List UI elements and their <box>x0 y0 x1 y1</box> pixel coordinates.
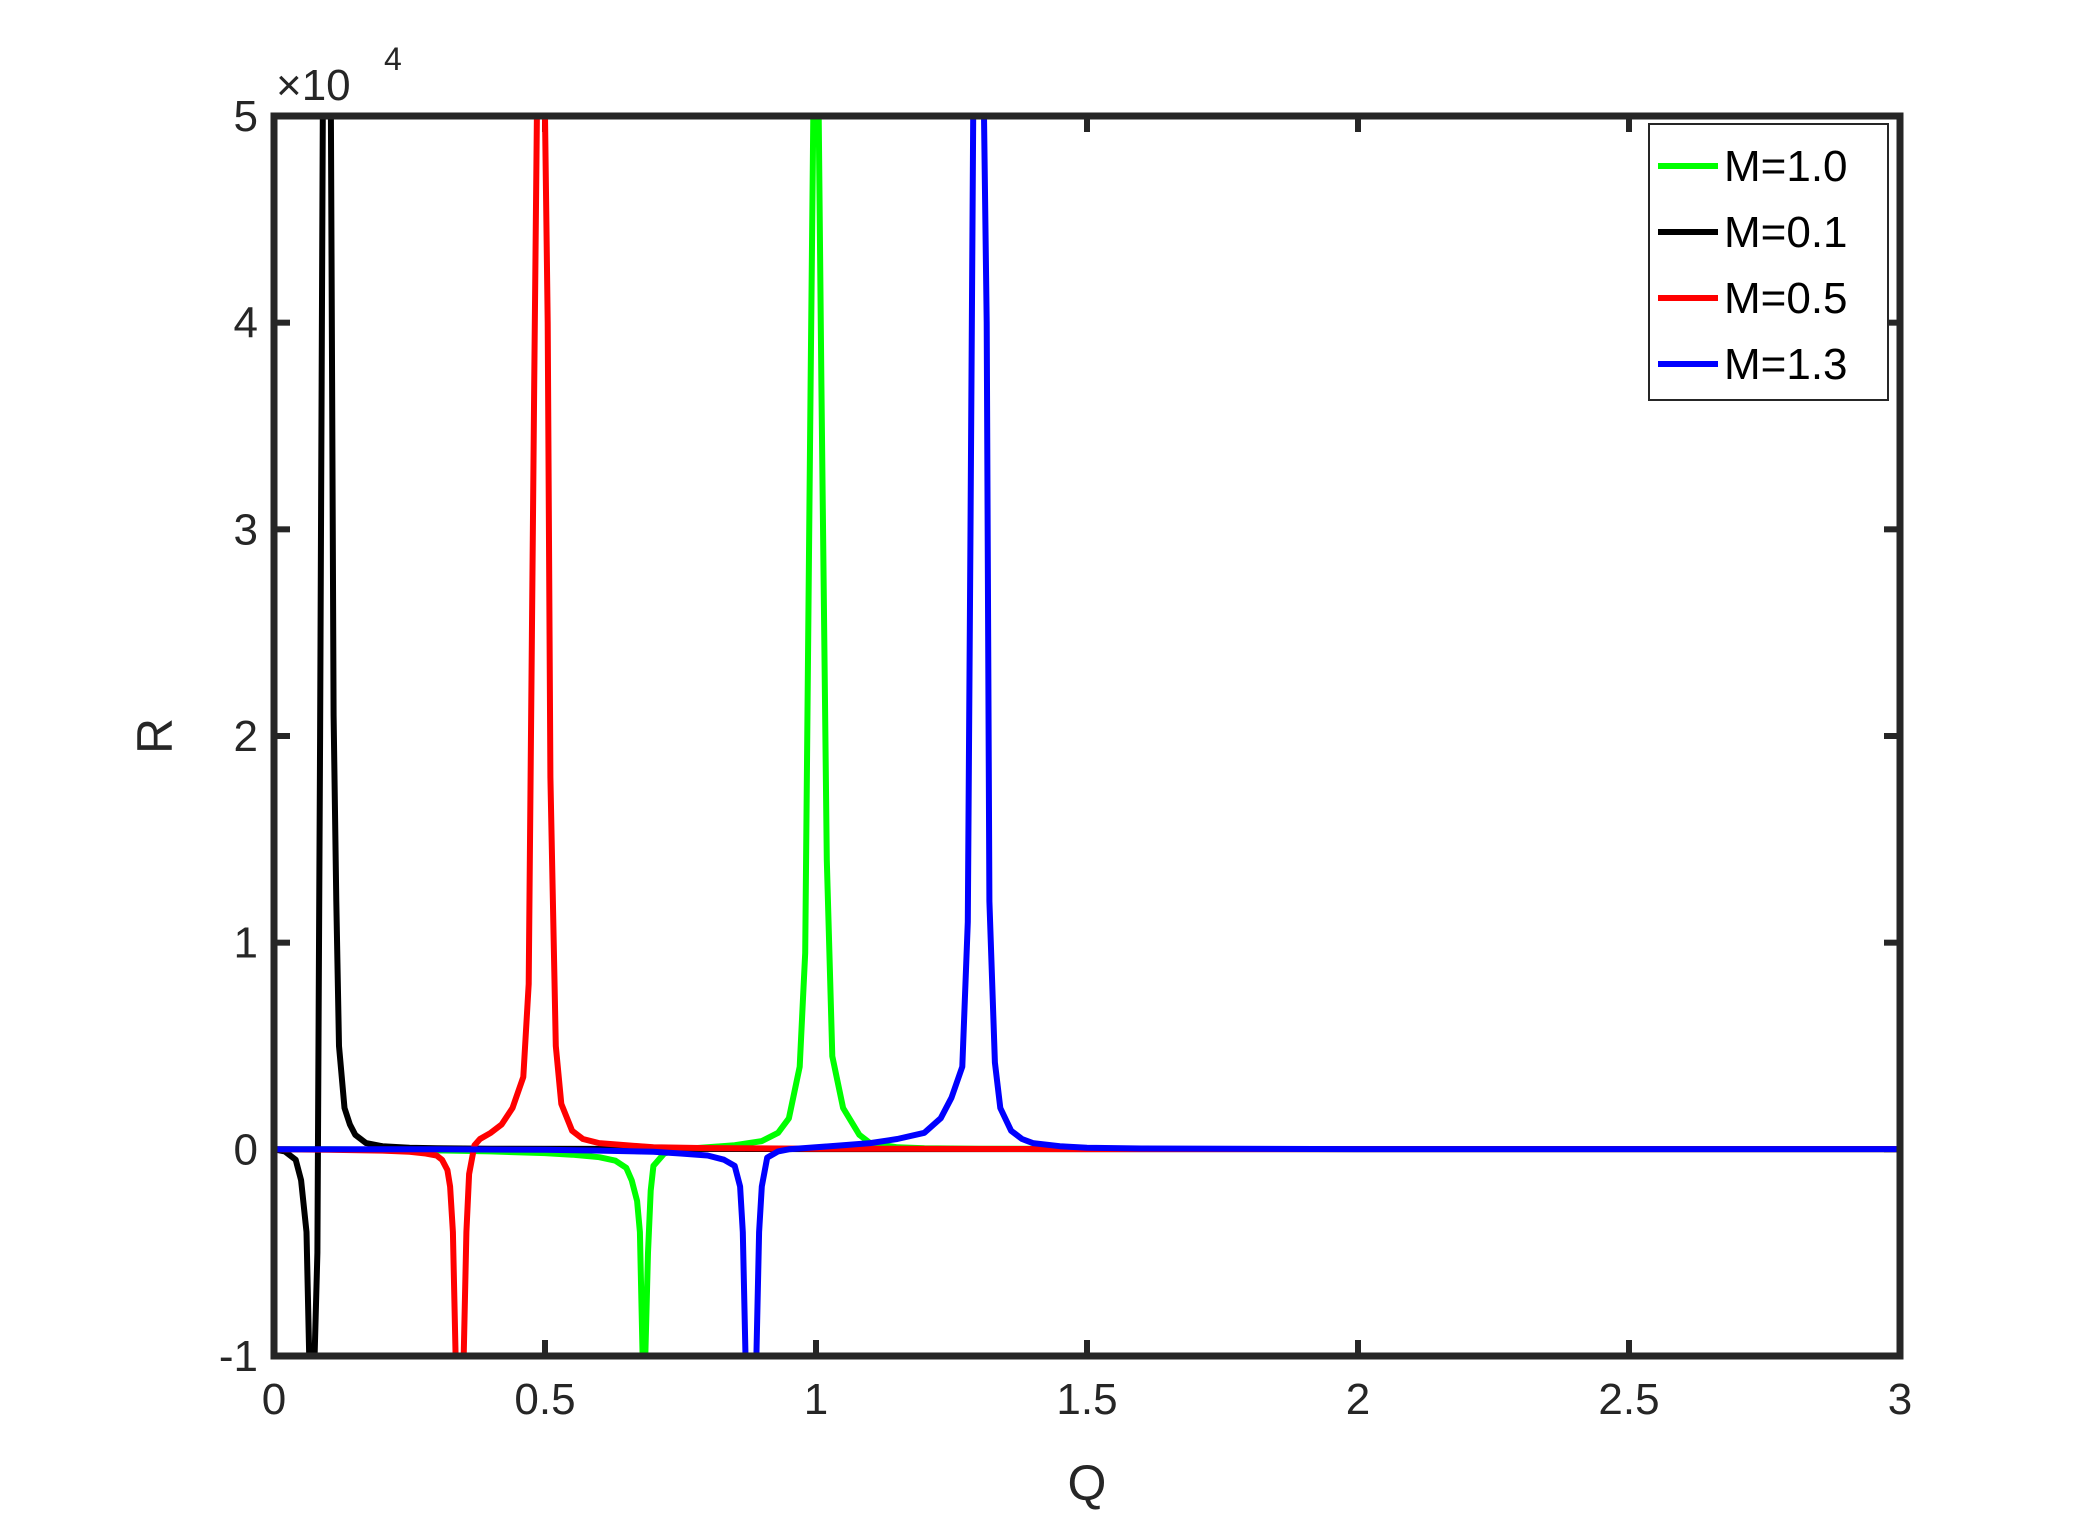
x-axis-title: Q <box>1068 1455 1107 1511</box>
legend-label: M=0.5 <box>1724 274 1848 323</box>
plot-area <box>274 116 1900 1356</box>
y-tick-label: 2 <box>234 712 258 761</box>
y-tick-label: 3 <box>234 505 258 554</box>
y-tick-label: 0 <box>234 1125 258 1174</box>
series-lines <box>274 116 1900 1356</box>
x-tick-label: 0 <box>262 1375 286 1424</box>
x-tick-label: 1.5 <box>1056 1375 1117 1424</box>
y-exponent-power: 4 <box>384 41 402 77</box>
series-line-m-1-0 <box>274 116 1900 1356</box>
legend-label: M=1.3 <box>1724 340 1848 389</box>
x-tick-label: 3 <box>1888 1375 1912 1424</box>
legend-box <box>1648 123 1889 401</box>
y-axis-title: R <box>127 718 183 754</box>
legend-label: M=1.0 <box>1724 142 1848 191</box>
series-line-m-0-5 <box>274 116 1900 1356</box>
x-tick-label: 0.5 <box>514 1375 575 1424</box>
legend-items: M=1.0 M=0.1 M=0.5 M=1.3 <box>1658 142 1848 389</box>
plot-frame <box>270 112 1904 1360</box>
x-tick-label: 1 <box>804 1375 828 1424</box>
y-tick-label: -1 <box>219 1332 258 1381</box>
x-tick-label: 2 <box>1346 1375 1370 1424</box>
y-tick-label: 4 <box>234 299 258 348</box>
legend: M=1.0 M=0.1 M=0.5 M=1.3 <box>1648 123 1889 401</box>
legend-label: M=0.1 <box>1724 208 1848 257</box>
y-tick-label: 1 <box>234 919 258 968</box>
series-line-m-1-3 <box>274 116 1900 1356</box>
x-tick-label: 2.5 <box>1598 1375 1659 1424</box>
y-exponent-base: ×10 <box>276 61 351 110</box>
y-tick-label: 5 <box>234 92 258 141</box>
